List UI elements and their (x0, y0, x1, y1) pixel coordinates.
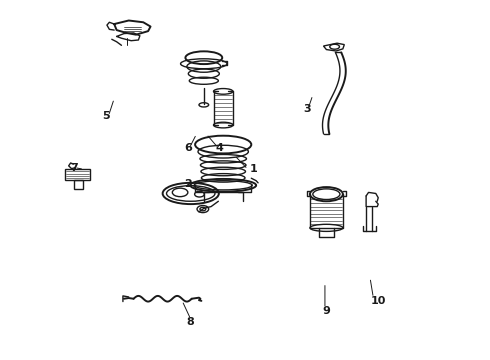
Text: 3: 3 (303, 104, 311, 114)
Text: 6: 6 (184, 143, 192, 153)
Text: 9: 9 (322, 306, 330, 316)
Text: 1: 1 (250, 165, 258, 174)
Text: 2: 2 (184, 179, 192, 189)
Text: 7: 7 (71, 163, 78, 172)
Text: 5: 5 (102, 111, 110, 121)
Text: 10: 10 (371, 296, 386, 306)
Text: 8: 8 (187, 317, 195, 327)
Text: 4: 4 (216, 143, 224, 153)
